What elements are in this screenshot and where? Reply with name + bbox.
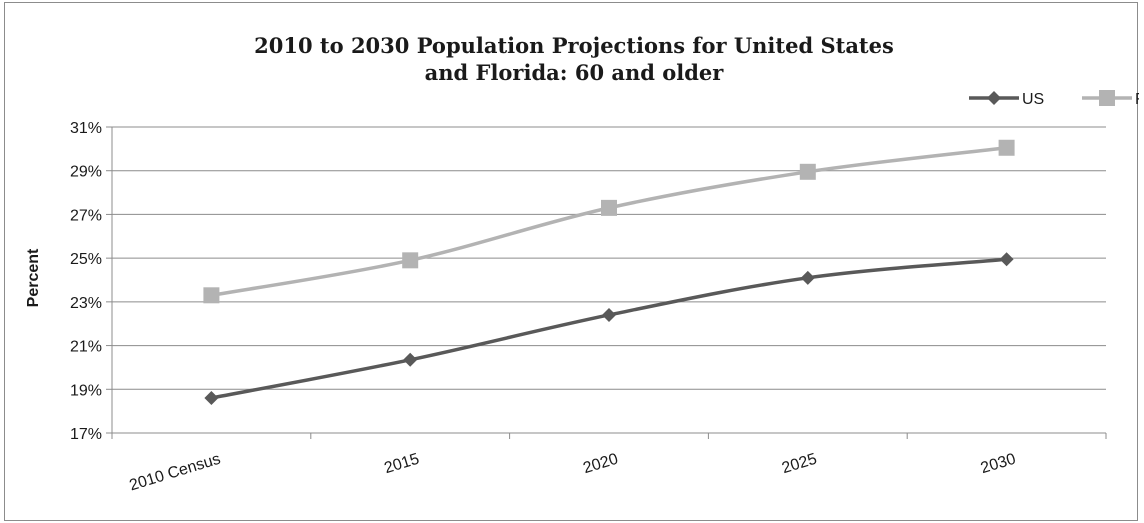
series-us-point: [800, 270, 815, 285]
y-tick-label: 21%: [70, 339, 102, 356]
series-us-point: [403, 352, 418, 367]
y-tick-label: 29%: [70, 164, 102, 181]
x-category-label: 2030: [979, 451, 1018, 478]
legend-item-fl: FL: [1082, 90, 1139, 108]
series-us: [204, 252, 1014, 406]
y-tick-label: 19%: [70, 382, 102, 399]
series-us-point: [602, 307, 616, 322]
legend-fl-marker: [1099, 90, 1115, 106]
series-fl-line: [211, 146, 1007, 298]
legend-us-marker: [987, 91, 1001, 105]
chart-title-line-2: and Florida: 60 and older: [425, 60, 725, 85]
series-fl-point: [402, 252, 419, 269]
x-category-label: 2020: [581, 451, 620, 478]
series-layer: [203, 139, 1015, 406]
series-us-point: [204, 391, 219, 406]
legend-us-label: US: [1022, 91, 1044, 108]
y-axis-title: Percent: [25, 248, 42, 307]
x-category-label: 2015: [382, 451, 421, 478]
line-chart: 2010 to 2030 Population Projections for …: [25, 33, 1139, 495]
x-category-label: 2010 Census: [127, 451, 222, 495]
series-fl-point: [799, 163, 816, 180]
legend-item-us: US: [969, 91, 1044, 108]
y-tick-label: 25%: [70, 251, 102, 268]
series-fl: [203, 139, 1015, 304]
legend-fl-label: FL: [1135, 91, 1139, 108]
series-us-point: [999, 252, 1014, 267]
axes: 17% 19% 21% 23% 25% 27% 29% 31% 2010 Census 2015 2…: [70, 120, 1107, 495]
y-tick-label: 17%: [70, 426, 102, 443]
y-tick-label: 27%: [70, 207, 102, 224]
series-us-line: [211, 257, 1007, 400]
series-fl-point: [998, 139, 1015, 156]
y-tick-label: 23%: [70, 295, 102, 312]
chart-title-line-1: 2010 to 2030 Population Projections for …: [254, 33, 894, 58]
chart-frame: 2010 to 2030 Population Projections for …: [4, 2, 1139, 521]
x-category-label: 2025: [780, 451, 819, 478]
series-fl-point: [601, 199, 617, 216]
legend: US FL: [969, 90, 1139, 108]
y-tick-label: 31%: [70, 120, 102, 137]
series-fl-point: [203, 287, 220, 304]
